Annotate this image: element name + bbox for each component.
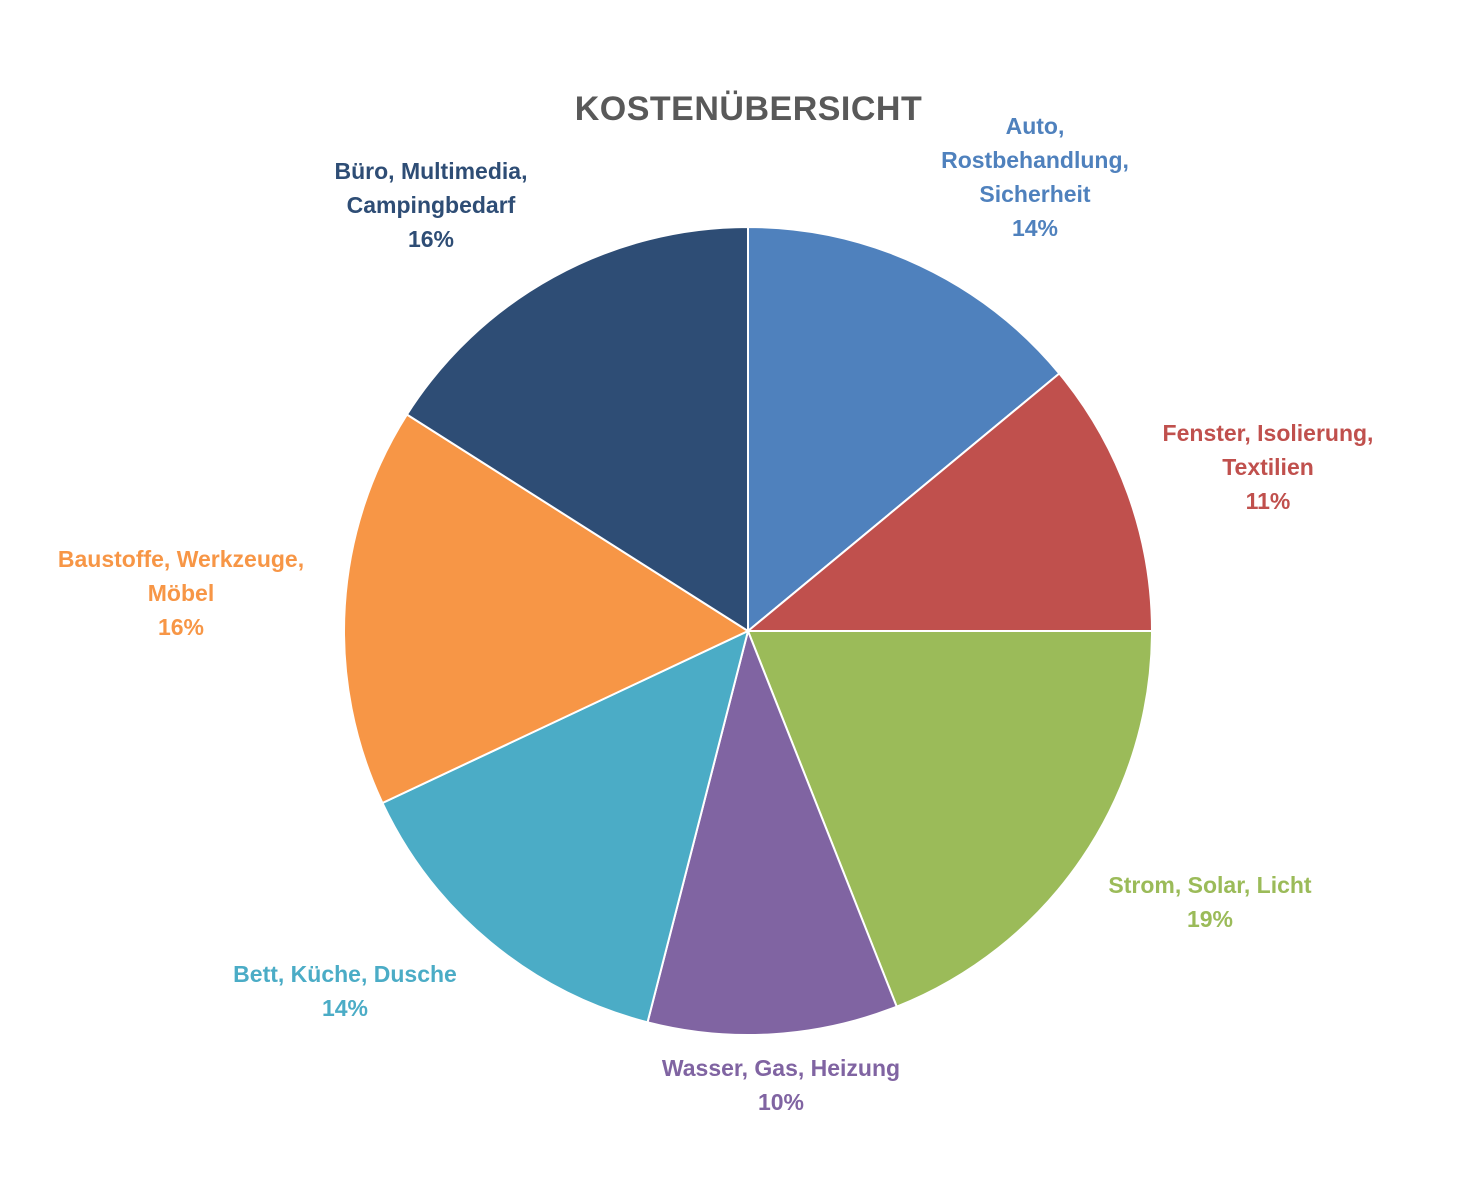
slice-label-auto: Auto, Rostbehandlung, Sicherheit 14% [941, 109, 1129, 245]
slice-label-bett: Bett, Küche, Dusche 14% [233, 957, 457, 1025]
slice-percent-label: 14% [1011, 215, 1059, 241]
slice-category-text: Bett, Küche, Dusche [233, 961, 457, 987]
slice-label-fenster: Fenster, Isolierung, Textilien 11% [1163, 416, 1374, 518]
pie-slice-auto [747, 226, 1061, 632]
pie-slice-buero [405, 226, 749, 632]
slice-category-text: Baustoffe, Werkzeuge, [57, 546, 305, 572]
slice-percent-label: 10% [757, 1089, 805, 1115]
slice-percent-label: 16% [407, 226, 455, 252]
pie-slice-fenster [747, 372, 1153, 632]
slice-label-strom: Strom, Solar, Licht 19% [1108, 868, 1311, 936]
slice-category-text: Rostbehandlung, [941, 147, 1129, 173]
chart-title: KOSTENÜBERSICHT [574, 90, 923, 128]
slice-category-text: Sicherheit [979, 181, 1091, 207]
slice-category-text: Wasser, Gas, Heizung [661, 1055, 901, 1081]
pie-slice-wasser [646, 630, 898, 1036]
slice-percent-label: 11% [1245, 488, 1291, 514]
slice-label-wasser: Wasser, Gas, Heizung 10% [662, 1051, 900, 1119]
slice-percent-label: 14% [321, 995, 369, 1021]
pie-slice-baustoffe [343, 413, 749, 805]
slice-label-buero: Büro, Multimedia, Campingbedarf 16% [335, 154, 528, 256]
pie-slice-strom [747, 630, 1153, 1008]
slice-category-text: Büro, Multimedia, [334, 158, 528, 184]
slice-category-text: Fenster, Isolierung, [1162, 420, 1374, 446]
pie-slice-bett [381, 630, 749, 1024]
slice-category-text: Möbel [147, 580, 215, 606]
slice-percent-label: 16% [157, 614, 205, 640]
slice-category-text: Strom, Solar, Licht [1108, 872, 1312, 898]
slice-label-baustoffe: Baustoffe, Werkzeuge, Möbel 16% [58, 542, 304, 644]
slice-category-text: Textilien [1222, 454, 1314, 480]
slice-percent-label: 19% [1186, 906, 1234, 932]
slice-category-text: Auto, [1005, 113, 1065, 139]
slice-category-text: Campingbedarf [346, 192, 516, 218]
